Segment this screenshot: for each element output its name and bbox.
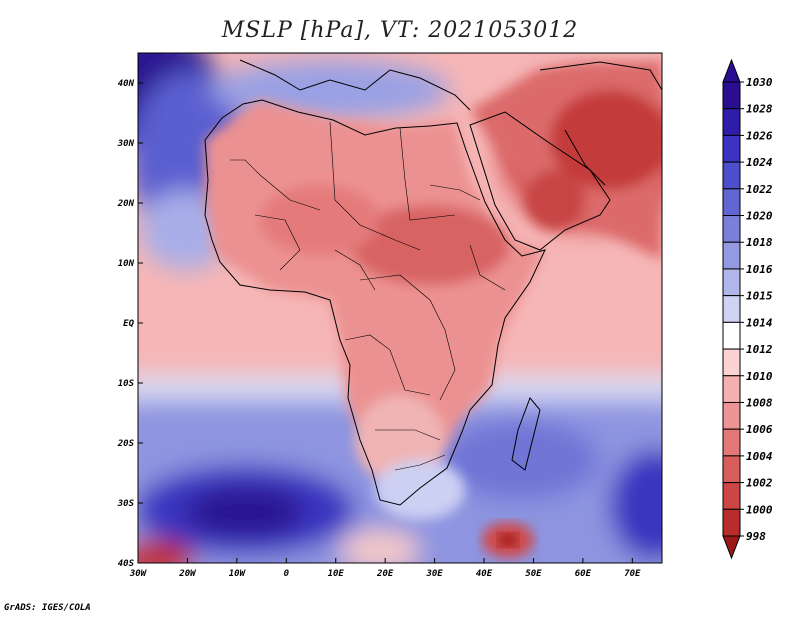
lat-tick-label: 40N: [118, 79, 135, 89]
lon-tick-label: 50E: [525, 569, 542, 579]
lon-tick-label: 10E: [328, 569, 345, 579]
colorbar-label: 1010: [746, 370, 773, 383]
lat-tick-label: 20N: [117, 199, 135, 209]
lon-tick-label: 30E: [425, 569, 443, 579]
colorbar-swatch: [722, 134, 741, 163]
colorbar-swatch: [722, 108, 741, 136]
colorbar-swatch: [722, 348, 741, 377]
colorbar-label: 1024: [746, 156, 773, 169]
colorbar-label: 1028: [746, 103, 773, 116]
longitude-axis: 30W 20W 10W 0 10E 20E 30E 40E 50E 60E 70E: [129, 558, 641, 579]
colorbar-label: 998: [746, 530, 766, 543]
colorbar-label: 1030: [746, 76, 773, 89]
colorbar-swatch: [722, 375, 741, 403]
lat-tick-label: 40S: [118, 559, 135, 569]
colorbar-label: 1016: [746, 263, 773, 276]
lat-tick-label: EQ: [123, 319, 134, 329]
colorbar-swatch: [722, 455, 741, 484]
colorbar-swatch: [722, 401, 741, 430]
lon-tick-label: 20E: [376, 569, 394, 579]
lon-tick-label: 60E: [575, 569, 592, 579]
colorbar-bottom-arrow: [722, 535, 741, 560]
credit-label: GrADS: IGES/COLA: [4, 603, 91, 613]
colorbar-label: 1002: [746, 477, 773, 490]
colorbar-label: 1020: [746, 210, 773, 223]
lon-tick-label: 70E: [624, 569, 641, 579]
colorbar: 1030 1028 1026 1024 1022 1020 1018 1016 1015 1014…: [722, 58, 773, 560]
lon-tick-label: 20W: [178, 569, 197, 579]
colorbar-swatch: [722, 428, 741, 457]
colorbar-swatch: [722, 161, 741, 190]
colorbar-swatch: [722, 295, 741, 323]
lon-tick-label: 40E: [476, 569, 493, 579]
colorbar-label: 1000: [746, 503, 773, 516]
colorbar-label: 1012: [746, 343, 773, 356]
colorbar-swatch: [722, 321, 741, 350]
colorbar-label: 1014: [746, 316, 773, 329]
lon-tick-label: 10W: [229, 569, 247, 579]
lon-tick-label: 30W: [129, 569, 148, 579]
lat-tick-label: 20S: [117, 439, 135, 449]
colorbar-top-arrow: [722, 58, 741, 83]
lat-tick-label: 30S: [117, 499, 135, 509]
lon-tick-label: 0: [284, 569, 290, 579]
colorbar-swatch: [722, 482, 741, 510]
colorbar-label: 1008: [746, 396, 773, 409]
colorbar-label: 1015: [746, 290, 773, 303]
colorbar-swatch: [722, 241, 741, 270]
lat-tick-label: 10N: [118, 259, 135, 269]
coastlines: [204, 59, 662, 506]
colorbar-label: 1006: [746, 423, 773, 436]
colorbar-swatch: [722, 268, 741, 297]
colorbar-swatch: [722, 81, 741, 110]
lat-tick-label: 30N: [117, 139, 135, 149]
latitude-axis: 40N 30N 20N 10N EQ 10S 20S 30S 40S: [117, 79, 143, 569]
pressure-field: [138, 53, 662, 563]
colorbar-label: 1018: [746, 236, 773, 249]
colorbar-label: 1026: [746, 129, 773, 142]
map-title: MSLP [hPa], VT: 2021053012: [221, 18, 579, 43]
colorbar-swatch: [722, 215, 741, 243]
colorbar-label: 1022: [746, 183, 773, 196]
colorbar-swatch: [722, 508, 741, 537]
colorbar-swatch: [722, 188, 741, 217]
colorbar-label: 1004: [746, 450, 773, 463]
lat-tick-label: 10S: [118, 379, 135, 389]
